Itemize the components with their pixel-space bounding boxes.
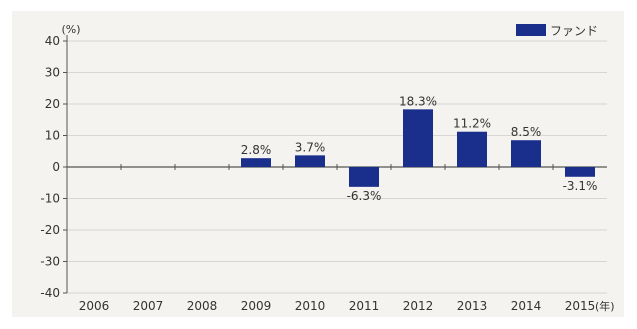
- y-tick-label: 10: [45, 129, 60, 143]
- y-tick-label: -30: [40, 255, 60, 269]
- x-tick-label: 2007: [133, 299, 164, 313]
- x-unit-label: (年): [595, 299, 615, 313]
- x-tick-label: 2015: [565, 299, 596, 313]
- data-label: 8.5%: [511, 125, 542, 139]
- bar: [403, 109, 433, 167]
- bars: [241, 109, 595, 187]
- bar: [565, 167, 595, 177]
- data-label: 18.3%: [399, 94, 437, 108]
- legend: ファンド: [516, 24, 598, 38]
- y-tick-label: 30: [45, 66, 60, 80]
- data-label: 3.7%: [295, 140, 326, 154]
- y-unit-label: (%): [61, 23, 80, 36]
- x-tick-label: 2008: [187, 299, 218, 313]
- y-tick-label: 0: [52, 160, 60, 174]
- y-tick-labels: 40 30 20 10 0 -10 -20 -30 -40: [40, 34, 60, 300]
- y-tick-label: 40: [45, 34, 60, 48]
- x-tick-label: 2006: [79, 299, 110, 313]
- bar: [349, 167, 379, 187]
- data-label: -3.1%: [563, 179, 598, 193]
- bar: [241, 158, 271, 167]
- gridlines: [67, 40, 607, 294]
- data-label: 11.2%: [453, 117, 491, 131]
- y-tick-label: -10: [40, 192, 60, 206]
- legend-label: ファンド: [550, 24, 598, 38]
- y-tick-label: -40: [40, 286, 60, 300]
- x-tick-label: 2013: [457, 299, 488, 313]
- plot-panel: 2.8% 3.7% -6.3% 18.3% 11.2% 8.5% -3.1% 40 30 20 1…: [12, 11, 624, 317]
- x-tick-label: 2011: [349, 299, 380, 313]
- x-tick-labels: 2006 2007 2008 2009 2010 2011 2012 2013 2014 2015: [79, 299, 596, 313]
- legend-swatch: [516, 24, 546, 36]
- x-tick-label: 2014: [511, 299, 542, 313]
- data-label: -6.3%: [347, 189, 382, 203]
- y-tick-label: -20: [40, 223, 60, 237]
- data-labels: 2.8% 3.7% -6.3% 18.3% 11.2% 8.5% -3.1%: [241, 94, 598, 202]
- data-label: 2.8%: [241, 143, 272, 157]
- x-tick-label: 2010: [295, 299, 326, 313]
- bar: [295, 155, 325, 167]
- x-tick-label: 2009: [241, 299, 272, 313]
- bar-chart: 2.8% 3.7%-6.3%18.3%11.2%8.5%-3.1% 4030201…: [40, 23, 615, 313]
- bar: [511, 140, 541, 167]
- x-tick-label: 2012: [403, 299, 434, 313]
- y-tick-label: 20: [45, 97, 60, 111]
- bar: [457, 131, 487, 167]
